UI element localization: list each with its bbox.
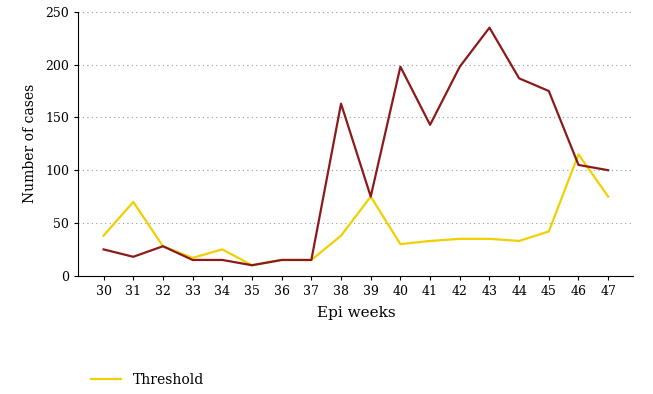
X-axis label: Epi weeks: Epi weeks <box>317 306 395 320</box>
2012 <box>129 255 137 259</box>
Threshold <box>456 236 464 241</box>
2012 <box>575 163 582 167</box>
Threshold <box>308 258 315 262</box>
Threshold <box>515 239 523 243</box>
Threshold <box>129 199 137 204</box>
2012 <box>456 64 464 69</box>
2012 <box>604 168 612 173</box>
Threshold <box>486 236 494 241</box>
Threshold <box>426 239 434 243</box>
Threshold <box>396 242 404 247</box>
Threshold <box>159 244 167 249</box>
Threshold <box>575 152 582 157</box>
Threshold <box>278 258 285 262</box>
2012 <box>486 25 494 30</box>
2012 <box>426 123 434 127</box>
Threshold <box>248 263 256 268</box>
2012 <box>100 247 108 252</box>
2012 <box>248 263 256 268</box>
Threshold <box>545 229 552 234</box>
Threshold <box>218 247 226 252</box>
2012 <box>308 258 315 262</box>
2012 <box>218 258 226 262</box>
Threshold <box>100 233 108 238</box>
Threshold <box>367 194 375 199</box>
2012 <box>189 258 197 262</box>
2012 <box>159 244 167 249</box>
2012 <box>545 89 552 93</box>
2012 <box>367 194 375 199</box>
Threshold <box>189 255 197 260</box>
2012 <box>396 64 404 69</box>
Y-axis label: Number of cases: Number of cases <box>23 84 37 203</box>
Threshold <box>604 194 612 199</box>
Threshold <box>337 233 345 238</box>
2012 <box>337 101 345 106</box>
2012 <box>515 76 523 81</box>
Line: 2012: 2012 <box>104 28 608 265</box>
2012 <box>278 258 285 262</box>
Legend: Threshold, 2012: Threshold, 2012 <box>86 367 210 394</box>
Line: Threshold: Threshold <box>104 154 608 265</box>
